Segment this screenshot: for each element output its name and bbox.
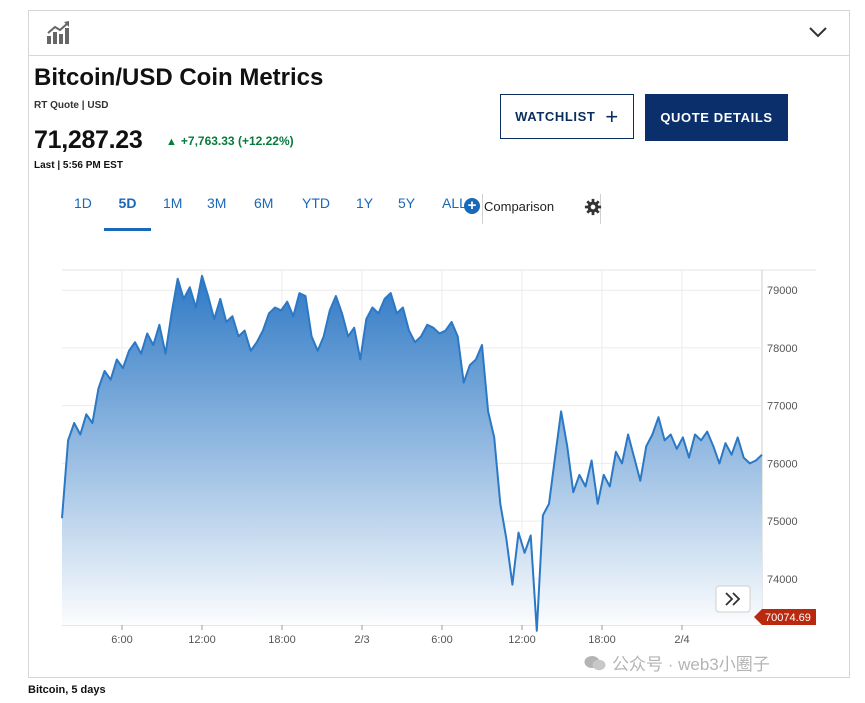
scroll-right-button[interactable] [715, 585, 751, 613]
chevron-down-icon[interactable] [809, 25, 827, 39]
watermark: 公众号 · web3小圈子 [584, 650, 770, 675]
tab-5d[interactable]: 5D [104, 194, 151, 231]
page-title: Bitcoin/USD Coin Metrics [34, 64, 324, 91]
tab-1d[interactable]: 1D [74, 195, 92, 211]
tab-divider [482, 194, 483, 224]
quote-subtitle: RT Quote | USD [34, 100, 109, 111]
tab-all[interactable]: ALL [442, 195, 467, 211]
double-chevron-right-icon [725, 592, 734, 606]
wechat-icon [584, 655, 606, 670]
chart-caption: Bitcoin, 5 days [28, 684, 106, 696]
watchlist-label: WATCHLIST [515, 109, 596, 124]
gear-icon[interactable] [584, 198, 602, 216]
tab-3m[interactable]: 3M [207, 195, 227, 211]
price-change-value: +7,763.33 (+12.22%) [180, 134, 294, 148]
tab-1y[interactable]: 1Y [356, 195, 374, 211]
last-price: 71,287.23 [34, 126, 143, 154]
bar-chart-rising-icon [47, 21, 69, 44]
comparison-label: Comparison [484, 198, 555, 214]
quote-details-label: QUOTE DETAILS [660, 110, 773, 125]
tab-6m[interactable]: 6M [254, 195, 274, 211]
tab-5y[interactable]: 5Y [398, 195, 416, 211]
up-triangle-icon: ▲ [166, 136, 177, 148]
price-change: ▲ +7,763.33 (+12.22%) [166, 134, 294, 148]
quote-details-button[interactable]: QUOTE DETAILS [645, 94, 788, 141]
last-updated: Last | 5:56 PM EST [34, 160, 123, 171]
tab-divider [600, 194, 601, 224]
comparison-button[interactable]: + Comparison [464, 198, 554, 214]
tab-ytd[interactable]: YTD [302, 195, 330, 211]
plus-icon: + [605, 103, 619, 129]
card-header [29, 11, 849, 56]
add-circle-icon: + [464, 198, 480, 214]
watchlist-button[interactable]: WATCHLIST + [500, 94, 634, 139]
tab-1m[interactable]: 1M [163, 195, 183, 211]
